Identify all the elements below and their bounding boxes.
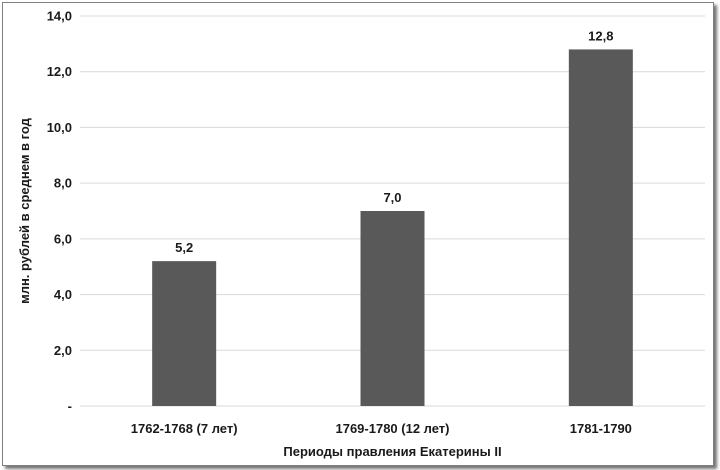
y-tick-label: 2,0 [54,343,72,358]
y-tick-label: 6,0 [54,231,72,246]
x-category-label: 1769-1780 (12 лет) [335,421,449,436]
bars [152,49,633,407]
y-tick-label: 12,0 [47,64,72,79]
y-tick-label: - [68,399,72,414]
x-category-label: 1781-1790 [570,421,632,436]
bar [152,261,217,406]
x-axis-categories: 1762-1768 (7 лет) 1769-1780 (12 лет) 1781-… [131,421,632,436]
y-axis-title: млн. рублей в среднем в год [17,117,32,304]
data-labels: 5,2 7,0 12,8 [175,28,613,255]
y-tick-label: 8,0 [54,176,72,191]
y-tick-label: 14,0 [47,9,72,24]
y-tick-label: 4,0 [54,287,72,302]
data-label: 5,2 [175,240,193,255]
data-label: 7,0 [383,190,401,205]
y-axis-ticks: - 2,0 4,0 6,0 8,0 10,0 12,0 14,0 [47,9,72,414]
data-label: 12,8 [588,28,613,43]
bar [360,211,425,406]
bar [568,49,633,407]
x-category-label: 1762-1768 (7 лет) [131,421,238,436]
y-tick-label: 10,0 [47,120,72,135]
x-axis-title: Периоды правления Екатерины II [283,444,501,459]
